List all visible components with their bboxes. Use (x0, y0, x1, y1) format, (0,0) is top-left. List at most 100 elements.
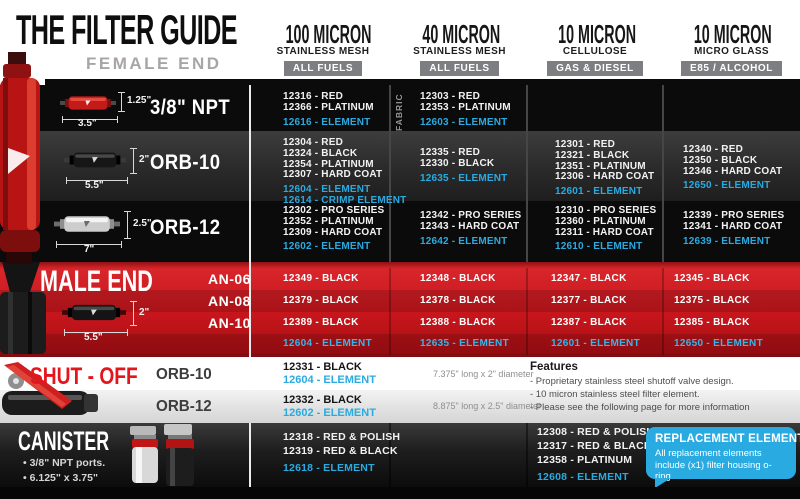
shutoff-valve-image (2, 362, 98, 415)
female-end-section: 1.25" 3.5" 3/8" NPT 12316 - RED 12366 - P… (0, 85, 800, 262)
male-end-title: MALE END (40, 265, 153, 298)
part-number: 12339 - PRO SERIES (683, 210, 785, 221)
element-number: 12604 - ELEMENT (283, 374, 376, 386)
media-type: CELLULOSE (562, 46, 628, 57)
cell-canister-cellulose: 12308 - RED & POLISH 12317 - RED & BLACK 1… (537, 425, 654, 484)
part-number: 12324 - BLACK (283, 147, 358, 159)
row-label-orb12: ORB-12 (150, 216, 221, 239)
element-number: 12635 - ELEMENT (420, 172, 508, 184)
column-divider (662, 85, 664, 262)
cell-orb12-microglass: 12339 - PRO SERIES 12341 - HARD COAT 1263… (683, 210, 785, 247)
dimension-height: 2" (139, 307, 150, 318)
row-label-orb10: ORB-10 (150, 151, 221, 174)
part-number: 12345 - BLACK (674, 273, 750, 284)
dimension-length: 7" (84, 244, 95, 255)
part-number: 12343 - HARD COAT (420, 220, 520, 232)
table-row (0, 201, 800, 262)
spec-bullet: • 3/8" NPT ports. (23, 457, 106, 469)
platinum-inline-filter-image (54, 216, 120, 232)
part-number: 12385 - BLACK (674, 317, 750, 328)
element-number: 12604 - ELEMENT (283, 338, 372, 349)
feature-item: - 10 micron stainless steel filter eleme… (530, 389, 700, 400)
canister-specs-list: • 3/8" NPT ports. • 6.125" x 3.75" (23, 456, 105, 485)
fuel-badge: ALL FUELS (283, 61, 363, 76)
element-number: 12601 - ELEMENT (555, 186, 643, 198)
replacement-elements-callout: REPLACEMENT ELEMENTS All replacement ele… (646, 427, 800, 488)
canister-section: CANISTER • 3/8" NPT ports. • 6.125" x 3.7… (0, 423, 800, 488)
shut-off-section: SHUT - OFF ORB-10 ORB-12 12331 - BLACK 1… (0, 357, 800, 423)
female-end-section-label: FEMALE END (86, 54, 222, 73)
dimension-height: 2" (139, 154, 150, 165)
row-label-an08: AN-08 (208, 293, 251, 309)
part-number: 12346 - HARD COAT (683, 165, 783, 177)
column-divider (526, 85, 528, 262)
part-number: 12378 - BLACK (420, 295, 496, 306)
height-measure-line (118, 92, 125, 112)
part-number: 12331 - BLACK (283, 361, 362, 373)
dimension-height: 1.25" (127, 95, 152, 106)
column-header-40-micron: 40 MICRON STAINLESS MESH ALL FUELS (392, 21, 527, 76)
part-number: 12350 - BLACK (683, 154, 758, 166)
part-number: 12353 - PLATINUM (420, 101, 511, 113)
media-type: MICRO GLASS (694, 46, 769, 57)
element-number: 12614 - CRIMP ELEMENT (283, 194, 407, 206)
part-number: 12307 - HARD COAT (283, 169, 383, 181)
length-measure-line (66, 177, 128, 184)
height-measure-line (124, 211, 131, 239)
shut-off-title: SHUT - OFF (30, 363, 138, 390)
element-number: 12650 - ELEMENT (683, 180, 771, 192)
table-row (0, 390, 800, 423)
element-number: 12602 - ELEMENT (283, 241, 371, 253)
part-number: 12366 - PLATINUM (283, 101, 374, 113)
part-number: 12308 - RED & POLISH (537, 426, 655, 438)
element-number: 12603 - ELEMENT (420, 116, 508, 128)
column-header-10-micron-glass: 10 MICRON MICRO GLASS E85 / ALCOHOL (663, 21, 800, 76)
part-number: 12347 - BLACK (551, 273, 627, 284)
length-measure-line (62, 116, 118, 123)
part-number: 12387 - BLACK (551, 317, 627, 328)
column-header-10-micron-cellulose: 10 MICRON CELLULOSE GAS & DIESEL (528, 21, 662, 76)
row-label-orb10: ORB-10 (156, 366, 212, 383)
feature-item: - Proprietary stainless steel shutoff va… (530, 376, 734, 387)
part-number: 12321 - BLACK (555, 149, 630, 161)
element-number: 12602 - ELEMENT (283, 407, 376, 419)
part-number: 12379 - BLACK (283, 295, 359, 306)
part-number: 12335 - RED (420, 147, 481, 158)
column-divider (389, 268, 391, 355)
callout-body: All replacement elements include (x1) fi… (655, 448, 772, 482)
micron-rating: 100 MICRON (285, 19, 372, 49)
features-list: - Proprietary stainless steel shutoff va… (530, 375, 750, 414)
black-inline-filter-image (64, 152, 126, 168)
part-number: 12318 - RED & POLISH (283, 431, 401, 443)
part-number: 12302 - PRO SERIES (283, 205, 385, 216)
cell-orb10-40micron: 12335 - RED 12330 - BLACK 12635 - ELEMENT (420, 147, 508, 184)
cell-orb10-cellulose: 12301 - RED 12321 - BLACK 12351 - PLATINUM… (555, 139, 655, 198)
dimension-height: 2.5" (133, 218, 152, 229)
part-number: 12360 - PLATINUM (555, 215, 646, 227)
dimension-length: 5.5" (85, 180, 104, 191)
element-number: 12604 - ELEMENT (283, 184, 371, 196)
cell-npt-40micron: 12303 - RED 12353 - PLATINUM 12603 - ELEM… (420, 91, 511, 128)
part-number: 12304 - RED (283, 137, 344, 148)
dimension-length: 5.5" (84, 332, 103, 343)
column-divider (526, 423, 528, 487)
fuel-badge: ALL FUELS (420, 61, 499, 76)
column-divider (526, 268, 528, 355)
part-number: 12306 - HARD COAT (555, 171, 655, 183)
element-number: 12635 - ELEMENT (420, 338, 509, 349)
column-divider (389, 423, 391, 487)
black-inline-filter-image (62, 304, 126, 321)
part-number: 12354 - PLATINUM (283, 158, 374, 170)
element-number: 12618 - ELEMENT (283, 462, 375, 474)
column-divider (662, 268, 664, 355)
part-number: 12341 - HARD COAT (683, 220, 783, 232)
part-number: 12332 - BLACK (283, 394, 362, 406)
cell-orb12-100micron: 12302 - PRO SERIES 12352 - PLATINUM 12309 … (283, 205, 385, 253)
table-row (0, 85, 800, 131)
table-row (0, 290, 800, 312)
media-type: STAINLESS MESH (413, 46, 506, 57)
part-number: 12330 - BLACK (420, 157, 495, 169)
table-row (0, 334, 800, 355)
male-end-section: MALE END 2" 5.5" AN-06 AN-08 AN-10 12349… (0, 262, 800, 357)
